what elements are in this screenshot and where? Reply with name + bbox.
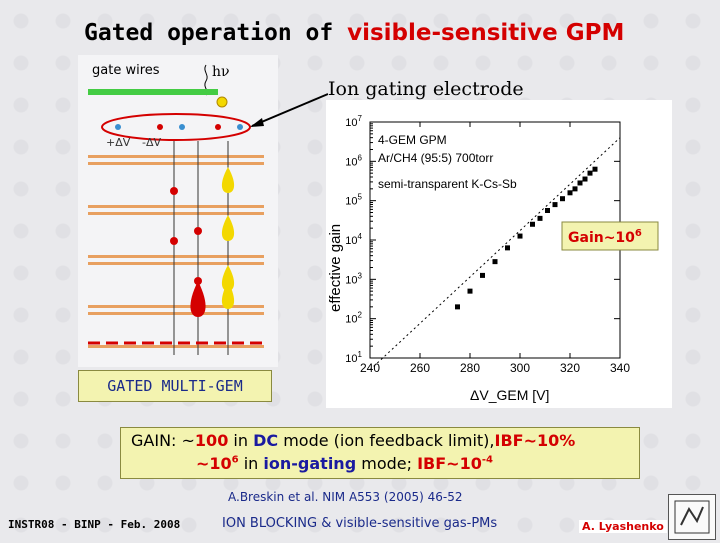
charge-drop-icon (221, 265, 235, 291)
electron-icon (170, 237, 178, 245)
data-point (560, 196, 565, 202)
ion-gating-label: Ion gating electrode (328, 78, 524, 100)
data-point (505, 245, 510, 251)
data-point (517, 233, 523, 239)
y-tick-label: 106 (345, 153, 362, 168)
data-point (467, 288, 473, 294)
x-tick-label: 240 (360, 361, 380, 375)
ion-icon (179, 124, 185, 130)
charge-drop-icon (221, 281, 235, 309)
data-point (552, 202, 558, 208)
footer-left: INSTR08 - BINP - Feb. 2008 (8, 518, 181, 531)
title-part2: visible-sensitive GPM (347, 20, 625, 46)
data-point (577, 180, 583, 186)
legend-line1: 4-GEM GPM (378, 133, 447, 147)
x-tick-label: 280 (460, 361, 480, 375)
data-point (587, 170, 593, 176)
data-point (545, 208, 550, 213)
data-point (537, 215, 543, 221)
footer-author: A. Lyashenko (579, 520, 667, 533)
data-point (572, 186, 578, 192)
gated-multi-gem-label: GATED MULTI-GEM (78, 370, 272, 402)
gain-summary-box: GAIN: ~100 in DC mode (ion feedback limi… (120, 427, 640, 479)
gain-summary-line2: ~106 in ion-gating mode; IBF~10-4 (196, 454, 493, 473)
chart-background (326, 100, 672, 408)
electron-icon (194, 227, 202, 235)
y-tick-label: 104 (345, 232, 362, 247)
plus-dv-label: +ΔV (106, 136, 131, 149)
x-axis-label: ΔV_GEM [V] (470, 387, 549, 403)
slide-title: Gated operation of visible-sensitive GPM (84, 20, 624, 46)
gain-annotation-box (561, 221, 659, 251)
x-tick-label: 340 (610, 361, 630, 375)
data-point (530, 221, 535, 227)
charge-drop-icon (221, 167, 235, 193)
y-tick-label: 105 (345, 193, 362, 208)
data-point (480, 272, 485, 278)
x-tick-label: 300 (510, 361, 530, 375)
gain-summary-line1: GAIN: ~100 in DC mode (ion feedback limi… (131, 431, 576, 450)
ion-icon (115, 124, 121, 130)
data-point (567, 190, 573, 196)
gain-annotation: Gain~106 (561, 221, 659, 251)
institute-logo-icon (668, 494, 716, 540)
hv-label: hν (212, 64, 230, 80)
x-tick-label: 320 (560, 361, 580, 375)
minus-dv-label: -ΔV (142, 136, 161, 149)
legend-line2: Ar/CH4 (95:5) 700torr (378, 151, 493, 165)
data-point (455, 304, 460, 310)
gate-wire-bar (88, 89, 218, 95)
y-tick-label: 101 (345, 350, 362, 365)
ion-icon (237, 124, 243, 130)
electron-icon (157, 124, 163, 130)
title-part1: Gated operation of (84, 20, 334, 46)
electron-icon (170, 187, 178, 195)
y-tick-label: 103 (345, 271, 362, 286)
x-tick-label: 260 (410, 361, 430, 375)
gain-chart: 240 260 280 300 320 340101102103104105106107 … (326, 100, 672, 408)
charge-drop-icon (221, 215, 235, 241)
y-axis-label: effective gain (327, 224, 344, 312)
gem-foils (88, 155, 264, 348)
y-tick-label: 107 (345, 114, 362, 129)
fit-line (369, 137, 621, 371)
data-point (492, 259, 498, 265)
chart-legend: 4-GEM GPM Ar/CH4 (95:5) 700torr semi-tra… (378, 133, 517, 191)
data-point (592, 166, 598, 172)
electron-icon (215, 124, 221, 130)
photoelectron-icon (216, 96, 228, 108)
gem-diagram: gate wires hν +ΔV -ΔV (78, 55, 278, 367)
reference-citation: A.Breskin et al. NIM A553 (2005) 46-52 (228, 490, 463, 504)
gate-wires-label: gate wires (92, 63, 160, 78)
legend-line3: semi-transparent K-Cs-Sb (378, 177, 517, 191)
footer-center: ION BLOCKING & visible-sensitive gas-PMs (222, 516, 498, 531)
data-point (582, 176, 588, 182)
gain-annotation-text: Gain~106 (568, 228, 642, 246)
charge-drop-icon (190, 281, 206, 317)
y-tick-label: 102 (345, 311, 362, 326)
